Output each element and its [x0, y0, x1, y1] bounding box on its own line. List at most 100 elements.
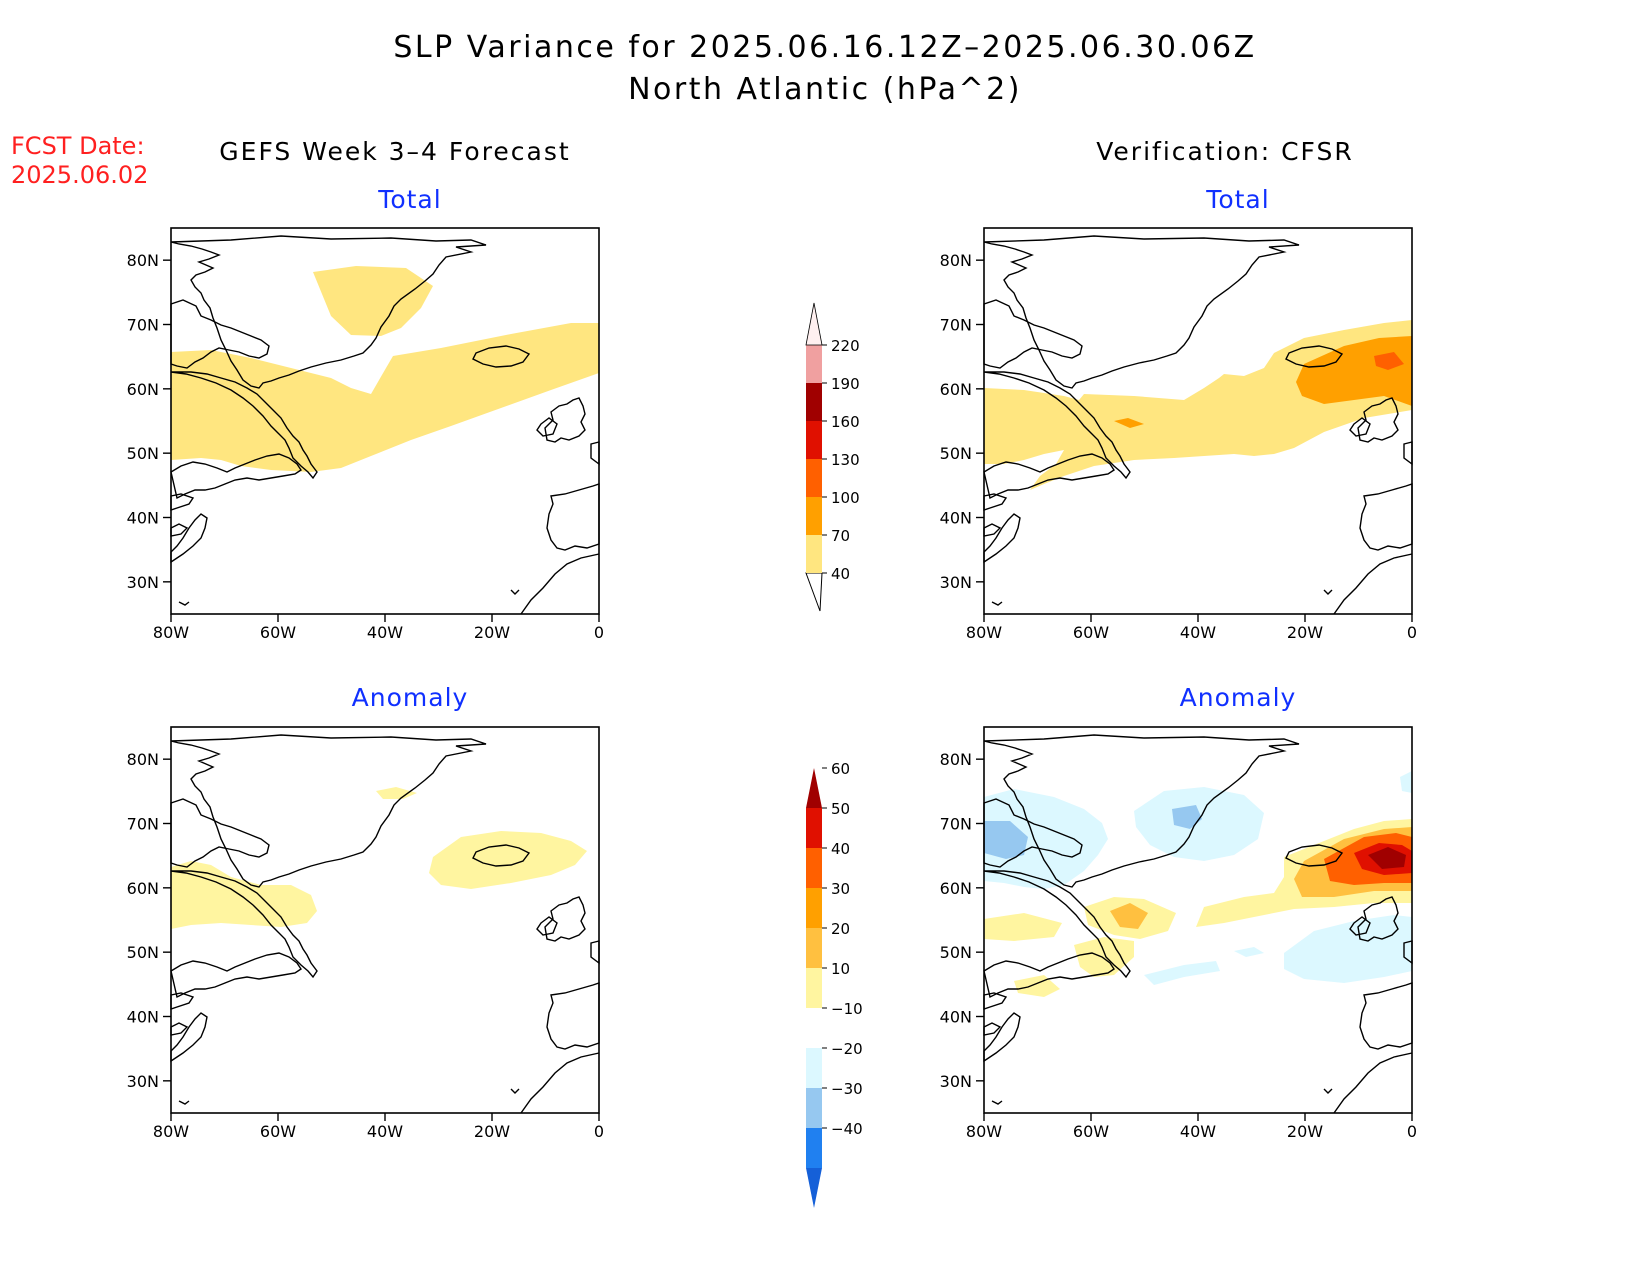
lat-tick-label: 60N	[940, 879, 972, 898]
colorbar-total-lower-triangle	[805, 572, 823, 612]
lon-tick-label: 40W	[1180, 623, 1216, 642]
panel-subtitle-verification-anomaly: Anomaly	[1179, 683, 1297, 712]
lon-tick-label: 80W	[153, 1122, 189, 1141]
colorbar-total-label: 220	[831, 337, 860, 355]
lat-tick-label: 80N	[940, 750, 972, 769]
contour-fill-10-20	[984, 913, 1062, 941]
lat-tick-label: 80N	[127, 251, 159, 270]
lon-tick-label: 40W	[367, 623, 403, 642]
lon-tick-label: 0	[594, 623, 604, 642]
contour-fill-10-20	[171, 861, 317, 929]
colorbar-anomaly-swatch	[806, 1128, 822, 1168]
lon-tick-label: 80W	[966, 1122, 1002, 1141]
colorbar-anomaly-swatch	[806, 888, 822, 928]
colorbar-anomaly-label: −40	[831, 1120, 863, 1138]
lat-tick-label: 60N	[127, 380, 159, 399]
lon-tick-label: 80W	[153, 623, 189, 642]
lon-tick-label: 20W	[1287, 1122, 1323, 1141]
colorbar-anomaly-label: 20	[831, 920, 850, 938]
colorbar-total-label: 100	[831, 489, 860, 507]
lat-tick-label: 40N	[127, 1008, 159, 1027]
contour-fill-10-20	[1014, 975, 1060, 997]
figure-title-line1: SLP Variance for 2025.06.16.12Z–2025.06.…	[393, 30, 1257, 65]
lat-tick-label: 70N	[940, 316, 972, 335]
colorbar-total-label: 190	[831, 375, 860, 393]
colorbar-anomaly-label: 40	[831, 840, 850, 858]
colorbar-anomaly-label: 60	[831, 760, 850, 778]
colorbar-total-swatch	[806, 383, 822, 421]
lon-tick-label: 40W	[367, 1122, 403, 1141]
colorbar-anomaly-label: 10	[831, 960, 850, 978]
colorbar-anomaly-upper-triangle	[806, 768, 822, 808]
figure-title-line2: North Atlantic (hPa^2)	[628, 72, 1022, 107]
colorbar-anomaly-label: −20	[831, 1040, 863, 1058]
contour-fill-above-60	[1368, 847, 1406, 869]
colorbar-total-label: 130	[831, 451, 860, 469]
contour-fill-neg10-neg20	[984, 789, 1108, 889]
lat-tick-label: 50N	[127, 943, 159, 962]
lat-tick-label: 30N	[940, 573, 972, 592]
fcst-date-value: 2025.06.02	[11, 161, 149, 189]
colorbar-anomaly-lower-triangle	[806, 1168, 822, 1208]
colorbar-anomaly-swatch	[806, 1048, 822, 1088]
panel-subtitle-verification-total: Total	[1206, 185, 1270, 214]
lon-tick-label: 60W	[1073, 623, 1109, 642]
colorbar-total-swatch	[806, 535, 822, 573]
lat-tick-label: 70N	[127, 815, 159, 834]
contour-fill-neg20-neg30	[984, 821, 1028, 859]
colorbar-total-upper-triangle	[805, 302, 823, 346]
panel-subtitle-forecast-anomaly: Anomaly	[351, 683, 469, 712]
lat-tick-label: 60N	[127, 879, 159, 898]
lat-tick-label: 60N	[940, 380, 972, 399]
colorbar-anomaly-swatch	[806, 928, 822, 968]
lat-tick-label: 30N	[127, 573, 159, 592]
colorbars-layer: 40 70 100 130 160 190 220 −40 −30 −20 −10 10 20 30 40 5…	[805, 302, 863, 1208]
contour-fill-10-20	[429, 831, 587, 889]
lon-tick-label: 60W	[1073, 1122, 1109, 1141]
contour-fill-neg10-neg20	[1134, 787, 1264, 861]
colorbar-total-swatch	[806, 497, 822, 535]
contour-fill-40-70	[171, 323, 599, 472]
lat-tick-label: 80N	[127, 750, 159, 769]
lat-tick-label: 30N	[127, 1072, 159, 1091]
map-panel-forecast-total	[170, 227, 600, 615]
contour-fill-100-130	[1374, 352, 1404, 370]
contour-fill-neg10-neg20	[1144, 961, 1220, 985]
contour-fill-70-100	[1296, 336, 1412, 406]
lon-tick-label: 40W	[1180, 1122, 1216, 1141]
lon-tick-label: 0	[1407, 623, 1417, 642]
lat-tick-label: 70N	[127, 316, 159, 335]
lon-tick-label: 20W	[474, 623, 510, 642]
panel-subtitle-forecast-total: Total	[378, 185, 442, 214]
contour-fill-neg20-neg30	[1172, 805, 1202, 829]
contour-fill-20-30	[1110, 903, 1148, 929]
contour-fill-40-70	[313, 266, 433, 336]
column-title-forecast: GEFS Week 3–4 Forecast	[219, 137, 571, 166]
contour-fill-neg10-neg20	[1400, 771, 1412, 793]
column-title-verification: Verification: CFSR	[1096, 137, 1354, 166]
lat-tick-label: 50N	[940, 943, 972, 962]
colorbar-anomaly-label: −10	[831, 1000, 863, 1018]
contour-fill-10-20	[1074, 937, 1134, 977]
colorbar-total-swatch	[806, 459, 822, 497]
colorbar-anomaly-swatch	[806, 808, 822, 848]
colorbar-total-label: 160	[831, 413, 860, 431]
colorbar-total-swatch	[806, 345, 822, 383]
map-axes-layer: 80N 70N 60N 50N 40N 30N 80W 60W 40W 20W 0 80N 70N 60N…	[127, 251, 1417, 1141]
colorbar-anomaly-swatch	[806, 1008, 822, 1048]
colorbar-total-label: 40	[831, 565, 850, 583]
lat-tick-label: 40N	[127, 509, 159, 528]
lat-tick-label: 50N	[127, 444, 159, 463]
map-panel-verification-total	[983, 227, 1413, 615]
colorbar-anomaly-swatch	[806, 848, 822, 888]
colorbar-anomaly-label: −30	[831, 1080, 863, 1098]
colorbar-anomaly-swatch	[806, 1088, 822, 1128]
lon-tick-label: 60W	[260, 623, 296, 642]
map-panel-forecast-anomaly	[170, 726, 600, 1114]
colorbar-anomaly-label: 50	[831, 800, 850, 818]
colorbar-total-swatch	[806, 421, 822, 459]
colorbar-total-label: 70	[831, 527, 850, 545]
lat-tick-label: 40N	[940, 509, 972, 528]
contour-fill-neg10-neg20	[1284, 915, 1412, 983]
